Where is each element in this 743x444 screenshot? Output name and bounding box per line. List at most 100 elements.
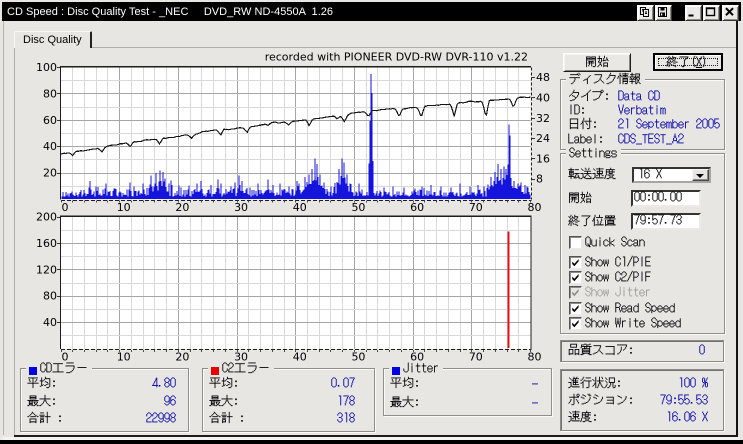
axis-tick-label: 30 — [234, 201, 248, 214]
stat-row-label — [27, 411, 64, 426]
save-icon[interactable] — [655, 5, 672, 21]
stat-row-value — [145, 412, 177, 426]
checkbox-label — [585, 270, 652, 285]
axis-tick-label: 40 — [43, 316, 57, 329]
disc-info-row-label — [568, 89, 611, 104]
settings-group — [559, 146, 725, 334]
axis-tick-label: 10 — [117, 201, 131, 214]
checkbox-label — [585, 317, 682, 331]
axis-tick-label: 40 — [43, 140, 57, 153]
axis-tick-label: 120 — [36, 263, 57, 276]
speed-combobox[interactable] — [632, 167, 711, 183]
window-border-bottom-highlight — [3, 437, 740, 440]
end-position-input[interactable] — [631, 213, 701, 230]
stat-row-label — [27, 376, 58, 391]
button-face — [563, 52, 631, 72]
disc-info-row-value — [618, 133, 685, 147]
stat-row-label — [209, 411, 246, 426]
window-border-bottom — [0, 440, 743, 444]
tab-page-border-left — [14, 47, 15, 435]
axis-tick-label: 60 — [43, 114, 57, 127]
window-border-left — [3, 21, 4, 435]
close-button[interactable] — [722, 5, 739, 21]
axis-tick-label: 60 — [410, 351, 424, 364]
axis-tick-label: 80 — [43, 87, 57, 100]
axis-tick-label: 16 — [536, 152, 550, 165]
checkbox-label — [585, 302, 676, 316]
stat-row-label — [209, 376, 240, 391]
axis-tick-label: 32 — [536, 112, 550, 125]
stat-row-label — [27, 394, 58, 409]
stat-row-label — [390, 395, 421, 410]
axis-tick-label: 200 — [36, 211, 57, 224]
disc-info-group — [559, 72, 725, 150]
axis-tick-label: 80 — [528, 351, 542, 364]
axis-tick-label: 20 — [175, 201, 189, 214]
end-position-value — [634, 214, 683, 228]
start-position-input[interactable] — [631, 190, 701, 207]
start-button[interactable] — [563, 52, 631, 72]
progress-row-value — [659, 394, 709, 408]
checkbox-show-read-speed[interactable] — [568, 301, 582, 315]
title-bar[interactable]: CD Speed : Disc Quality Test - _NEC DVD_… — [2, 2, 741, 21]
axis-tick-label: 20 — [43, 167, 57, 180]
checkbox-show-c1-pie[interactable] — [568, 256, 582, 270]
speed-field-label — [568, 167, 617, 182]
start-position-value — [634, 191, 683, 205]
disc-info-row-label — [568, 104, 587, 118]
checkbox-quick-scan[interactable] — [568, 236, 582, 250]
quality-score-box — [559, 339, 724, 362]
axis-tick-label: 0 — [62, 201, 69, 214]
checkbox-label — [585, 256, 652, 270]
axis-tick-label: 24 — [536, 132, 550, 145]
disc-info-row-label — [568, 117, 599, 132]
axis-tick-label: 40 — [293, 201, 307, 214]
axis-tick-label: 40 — [536, 91, 550, 104]
exit-button[interactable] — [652, 52, 723, 71]
axis-tick-label: 70 — [469, 351, 483, 364]
window-title: CD Speed : Disc Quality Test - _NEC DVD_… — [7, 6, 334, 18]
stat-box — [202, 362, 375, 432]
axis-tick-label: 100 — [36, 61, 57, 74]
quality-score-value — [699, 344, 706, 358]
axis-tick-label: 10 — [117, 351, 131, 364]
tab-disc-quality[interactable]: Disc Quality — [14, 30, 92, 48]
disc-info-row-label — [568, 133, 605, 147]
stat-box — [383, 362, 552, 416]
combo-dropdown-button[interactable] — [692, 169, 709, 181]
stat-box-title — [208, 362, 274, 380]
minimize-button[interactable] — [685, 5, 702, 21]
stat-box — [20, 362, 189, 432]
checkbox-show-jitter[interactable] — [568, 286, 582, 300]
checkbox-show-c2-pif[interactable] — [568, 271, 582, 284]
stat-row-value — [163, 395, 177, 409]
axis-tick-label: 40 — [293, 351, 307, 364]
disc-info-row-value — [618, 104, 667, 118]
stat-row-value — [337, 395, 356, 409]
recorded-with-annotation: recorded with PIONEER DVD-RW DVR-110 v1.… — [265, 51, 528, 64]
axis-tick-label: 70 — [469, 201, 483, 214]
chevron-down-icon — [696, 174, 704, 178]
copy-icon[interactable] — [637, 5, 654, 21]
c1-error-bars — [61, 74, 531, 199]
tab-page-border-top — [92, 47, 736, 48]
stat-row-value — [337, 412, 356, 426]
checkbox-show-write-speed[interactable] — [568, 316, 582, 330]
stat-box-title-text — [40, 362, 89, 376]
disc-info-title — [565, 72, 645, 87]
end-field-label — [568, 214, 617, 229]
settings-title — [565, 146, 621, 161]
stat-box-title-text — [222, 362, 271, 376]
progress-row-label — [567, 410, 599, 425]
stat-row-value — [531, 396, 539, 410]
maximize-button[interactable] — [703, 5, 720, 21]
stat-box-title — [389, 362, 443, 380]
axis-tick-label: 80 — [528, 201, 542, 214]
series-swatch — [29, 367, 37, 375]
stat-row-label — [390, 376, 421, 391]
axis-tick-label: 160 — [36, 237, 57, 250]
axis-tick-label: 8 — [536, 173, 543, 186]
progress-row-label — [567, 393, 635, 408]
axis-tick-label: 80 — [43, 290, 57, 303]
axis-tick-label: 50 — [351, 201, 365, 214]
